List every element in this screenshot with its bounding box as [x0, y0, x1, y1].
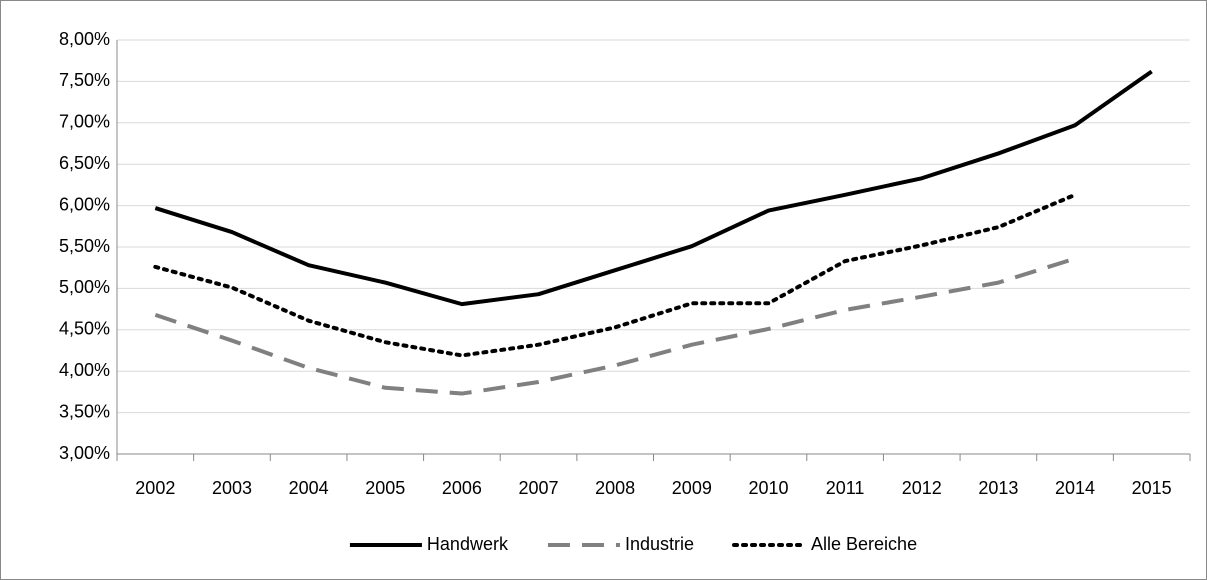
x-tick-label: 2004 — [289, 478, 329, 498]
x-tick-label: 2006 — [442, 478, 482, 498]
line-series — [154, 69, 1153, 307]
x-tick-label: 2015 — [1132, 478, 1172, 498]
x-tick-label: 2007 — [519, 478, 559, 498]
legend-label: Handwerk — [427, 534, 509, 554]
y-tick-label: 6,50% — [59, 153, 110, 173]
x-tick-label: 2011 — [826, 478, 865, 498]
line-series — [154, 256, 1076, 396]
x-tick-label: 2013 — [978, 478, 1018, 498]
y-tick-label: 6,00% — [59, 194, 110, 214]
y-tick-label: 5,00% — [59, 277, 110, 297]
x-tick-label: 2009 — [672, 478, 712, 498]
x-tick-label: 2005 — [365, 478, 405, 498]
y-tick-label: 3,50% — [59, 401, 110, 421]
x-tick-label: 2008 — [595, 478, 635, 498]
y-tick-label: 4,50% — [59, 319, 110, 339]
x-tick-label: 2002 — [135, 478, 175, 498]
x-tick-label: 2012 — [902, 478, 942, 498]
y-tick-label: 5,50% — [59, 236, 110, 256]
line-series — [153, 192, 1078, 358]
legend-label: Alle Bereiche — [811, 534, 917, 554]
y-tick-label: 7,50% — [59, 70, 110, 90]
x-tick-label: 2010 — [748, 478, 788, 498]
x-tick-label: 2003 — [212, 478, 252, 498]
y-tick-label: 3,00% — [59, 443, 110, 463]
y-tick-label: 7,00% — [59, 112, 110, 132]
legend-label: Industrie — [625, 534, 694, 554]
y-tick-label: 8,00% — [59, 29, 110, 49]
x-tick-label: 2014 — [1055, 478, 1095, 498]
y-tick-label: 4,00% — [59, 360, 110, 380]
